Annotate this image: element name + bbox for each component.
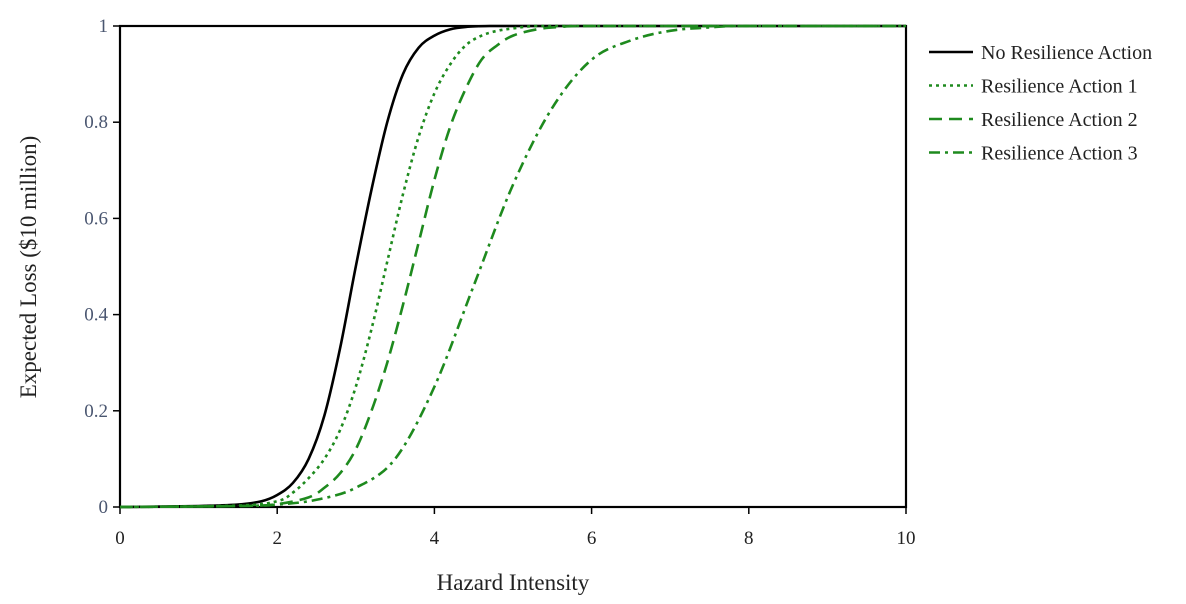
plot-frame (118, 24, 908, 509)
series-lines (119, 24, 906, 509)
legend-label-3: Resilience Action 2 (981, 109, 1138, 131)
y-axis-title: Expected Loss ($10 million) (16, 136, 41, 399)
y-tick-label: 0.8 (84, 112, 108, 133)
x-tick-label: 2 (272, 528, 282, 549)
x-tick-label: 10 (897, 528, 916, 549)
series-line-1 (119, 24, 906, 509)
y-tick-label: 0.2 (84, 401, 108, 422)
series-line-3 (119, 24, 906, 509)
x-tick-label: 8 (744, 528, 754, 549)
x-tick-label: 6 (587, 528, 597, 549)
series-line-4 (119, 24, 906, 509)
legend-label-1: No Resilience Action (981, 42, 1152, 64)
x-tick-label: 4 (430, 528, 440, 549)
y-tick-label: 0 (99, 497, 109, 518)
legend-label-2: Resilience Action 1 (981, 76, 1138, 98)
x-axis-title: Hazard Intensity (437, 570, 590, 595)
x-tick-label: 0 (115, 528, 125, 549)
y-tick-label: 0.6 (84, 208, 108, 229)
legend: No Resilience Action Resilience Action 1 R… (929, 42, 1152, 165)
y-tick-label: 0.4 (84, 305, 108, 326)
y-axis: 0 0.2 0.4 0.6 0.8 1 (84, 16, 120, 518)
legend-label-4: Resilience Action 3 (981, 143, 1138, 165)
series-line-2 (119, 24, 906, 509)
x-axis: 0 2 4 6 8 10 (115, 507, 916, 549)
plot-area (118, 24, 908, 509)
y-tick-label: 1 (99, 16, 109, 37)
